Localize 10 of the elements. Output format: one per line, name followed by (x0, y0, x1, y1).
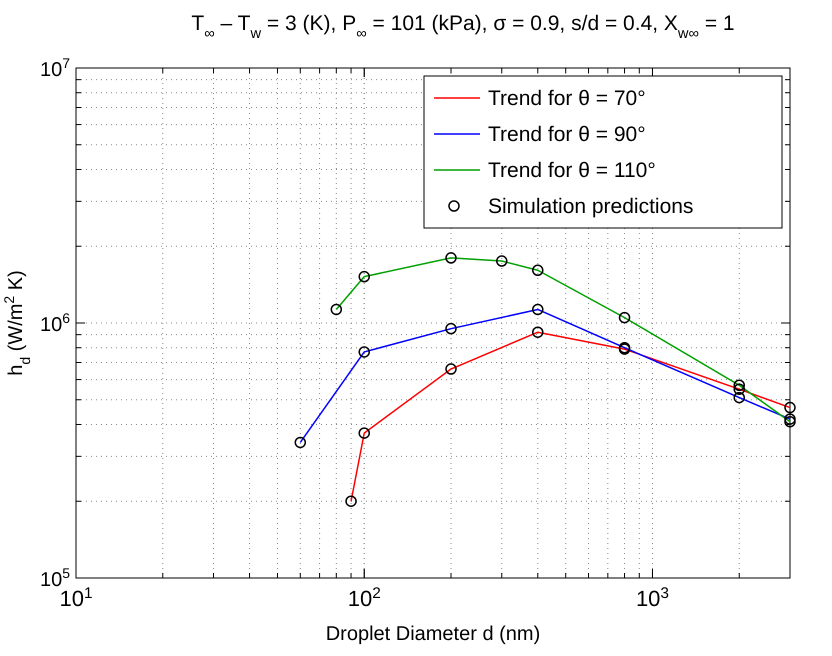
x-tick-label: 10$^{2}$ (348, 584, 381, 611)
x-axis-title: Droplet Diameter d (nm) (326, 623, 540, 645)
y-tick-label: 10$^{6}$ (40, 310, 70, 336)
legend-label: Simulation predictions (488, 195, 694, 218)
x-tick-label: 10$^{3}$ (636, 584, 669, 611)
legend-label: Trend for θ = 110° (488, 159, 656, 182)
legend-label: Trend for θ = 90° (488, 123, 646, 146)
y-tick-label: 10$^{7}$ (40, 55, 70, 81)
chart-title: T$_{∞}$ – T$_{w}$ = 3 (K), P$_{∞}$ = 101 (kPa), σ = 0.9, s/d = 0.4, X$_{w∞}$ = 1 (191, 12, 735, 42)
legend-label: Trend for θ = 70° (488, 87, 646, 110)
